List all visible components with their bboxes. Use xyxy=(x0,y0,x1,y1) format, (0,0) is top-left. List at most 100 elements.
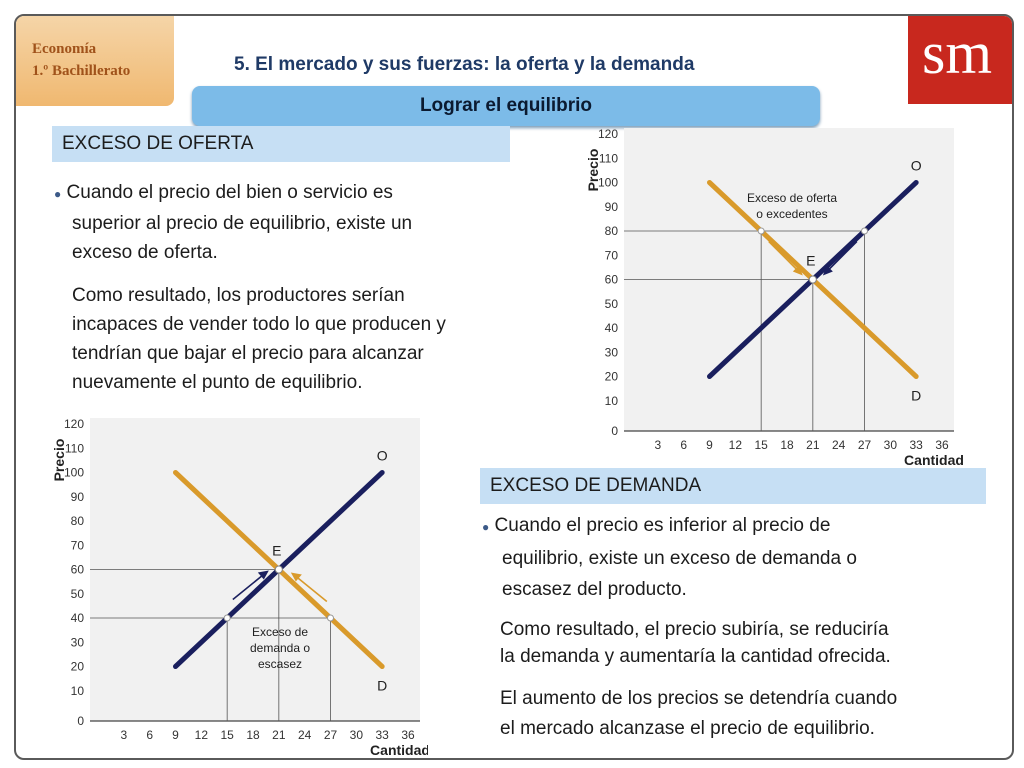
x-tick-label: 33 xyxy=(375,728,389,742)
x-tick-label: 36 xyxy=(401,728,415,742)
course-level: 1.º Bachillerato xyxy=(32,63,131,79)
y-tick-label: 30 xyxy=(71,635,85,649)
marked-point xyxy=(327,614,334,622)
marked-point xyxy=(223,614,231,622)
equilibrium-point xyxy=(274,565,283,574)
x-tick-label: 18 xyxy=(246,728,260,742)
y-tick-label: 100 xyxy=(598,176,618,190)
chart-annotation: Exceso de xyxy=(252,625,308,639)
text-line: exceso de oferta. xyxy=(72,242,218,263)
subtitle-bar: Lograr el equilibrio xyxy=(192,86,820,126)
chart-annotation: demanda o xyxy=(250,641,310,655)
heading-exceso-demanda-text: EXCESO DE DEMANDA xyxy=(490,475,702,496)
y-tick-label: 40 xyxy=(71,611,85,625)
y-tick-label: 70 xyxy=(605,248,619,262)
origin-label: 0 xyxy=(77,714,84,728)
x-tick-label: 12 xyxy=(729,438,743,452)
equilibrium-label: E xyxy=(272,543,281,559)
y-tick-label: 100 xyxy=(64,466,84,480)
x-tick-label: 33 xyxy=(909,438,923,452)
x-tick-label: 30 xyxy=(884,438,898,452)
adjustment-arrowhead-supply xyxy=(257,570,269,580)
y-tick-label: 80 xyxy=(605,224,619,238)
x-tick-label: 30 xyxy=(350,728,364,742)
y-tick-label: 30 xyxy=(605,345,619,359)
demanda-result-text: Como resultado, el precio subiría, se re… xyxy=(500,616,891,670)
x-tick-label: 6 xyxy=(146,728,153,742)
adjustment-arrowhead-demand xyxy=(290,572,302,582)
x-tick-label: 36 xyxy=(935,438,949,452)
demand-label: D xyxy=(377,678,387,694)
logo-text: sm xyxy=(922,20,993,86)
y-tick-label: 120 xyxy=(598,127,618,141)
x-tick-label: 21 xyxy=(806,438,820,452)
heading-exceso-demanda: EXCESO DE DEMANDA xyxy=(480,468,986,504)
x-tick-label: 6 xyxy=(680,438,687,452)
adjustment-arrow-demand xyxy=(294,574,328,603)
heading-exceso-oferta: EXCESO DE OFERTA xyxy=(52,126,510,162)
equilibrium-label: E xyxy=(806,253,815,269)
bullet-icon: ● xyxy=(54,187,62,201)
publisher-logo: sm xyxy=(908,16,1012,104)
y-tick-label: 10 xyxy=(71,684,85,698)
text-line: Como resultado, el precio subiría, se re… xyxy=(500,619,889,640)
adjustment-arrow-supply xyxy=(826,240,858,273)
x-tick-label: 27 xyxy=(858,438,872,452)
x-tick-label: 3 xyxy=(654,438,661,452)
subtitle-text: Lograr el equilibrio xyxy=(419,95,593,116)
y-tick-label: 80 xyxy=(71,514,85,528)
marked-point xyxy=(757,227,765,235)
adjustment-arrowhead-demand xyxy=(792,265,803,276)
y-tick-label: 60 xyxy=(71,563,85,577)
text-line: incapaces de vender todo lo que producen… xyxy=(72,314,446,335)
x-tick-label: 15 xyxy=(754,438,768,452)
text-line: la demanda y aumentaría la cantidad ofre… xyxy=(500,646,891,667)
equilibrium-point xyxy=(808,275,817,284)
text-line: nuevamente el punto de equilibrio. xyxy=(72,372,363,393)
chart-annotation: escasez xyxy=(258,657,302,671)
y-tick-label: 50 xyxy=(71,587,85,601)
text-line: el mercado alcanzase el precio de equili… xyxy=(500,718,875,739)
x-tick-label: 18 xyxy=(780,438,794,452)
y-tick-label: 90 xyxy=(71,490,85,504)
course-subject: Economía xyxy=(32,41,97,57)
x-tick-label: 21 xyxy=(272,728,286,742)
demanda-bullet-text: ● Cuando el precio es inferior al precio… xyxy=(482,510,857,605)
text-line: Cuando el precio del bien o servicio es xyxy=(66,182,393,203)
y-tick-label: 70 xyxy=(71,538,85,552)
x-axis-label: Cantidad xyxy=(904,452,964,467)
text-line: equilibrio, existe un exceso de demanda … xyxy=(502,548,857,569)
y-axis-label: Precio xyxy=(51,439,67,482)
text-line: escasez del producto. xyxy=(502,579,687,600)
x-tick-label: 9 xyxy=(706,438,713,452)
y-tick-label: 120 xyxy=(64,417,84,431)
supply-label: O xyxy=(911,158,922,174)
supply-label: O xyxy=(377,448,388,464)
demand-label: D xyxy=(911,388,921,404)
demanda-end-text: El aumento de los precios se detendría c… xyxy=(500,684,897,744)
course-badge: Economía 1.º Bachillerato xyxy=(16,16,174,106)
x-tick-label: 24 xyxy=(298,728,312,742)
chart-annotation: o excedentes xyxy=(756,207,827,221)
text-line: tendrían que bajar el precio para alcanz… xyxy=(72,343,424,364)
x-axis-label: Cantidad xyxy=(370,742,428,757)
x-tick-label: 15 xyxy=(220,728,234,742)
adjustment-arrow-demand xyxy=(768,240,800,273)
text-line: Cuando el precio es inferior al precio d… xyxy=(494,515,831,536)
page-title: 5. El mercado y sus fuerzas: la oferta y… xyxy=(234,54,695,75)
y-tick-label: 20 xyxy=(605,370,619,384)
y-tick-label: 60 xyxy=(605,273,619,287)
x-tick-label: 27 xyxy=(324,728,338,742)
text-line: El aumento de los precios se detendría c… xyxy=(500,688,898,709)
x-tick-label: 3 xyxy=(120,728,127,742)
oferta-result-text: Como resultado, los productores serían i… xyxy=(72,281,446,397)
x-tick-label: 9 xyxy=(172,728,179,742)
x-tick-label: 24 xyxy=(832,438,846,452)
chart-annotation: Exceso de oferta xyxy=(747,191,837,205)
marked-point xyxy=(861,227,868,235)
y-tick-label: 110 xyxy=(65,441,84,455)
adjustment-arrow-supply xyxy=(232,572,266,601)
oferta-bullet-text: ● Cuando el precio del bien o servicio e… xyxy=(54,178,412,267)
